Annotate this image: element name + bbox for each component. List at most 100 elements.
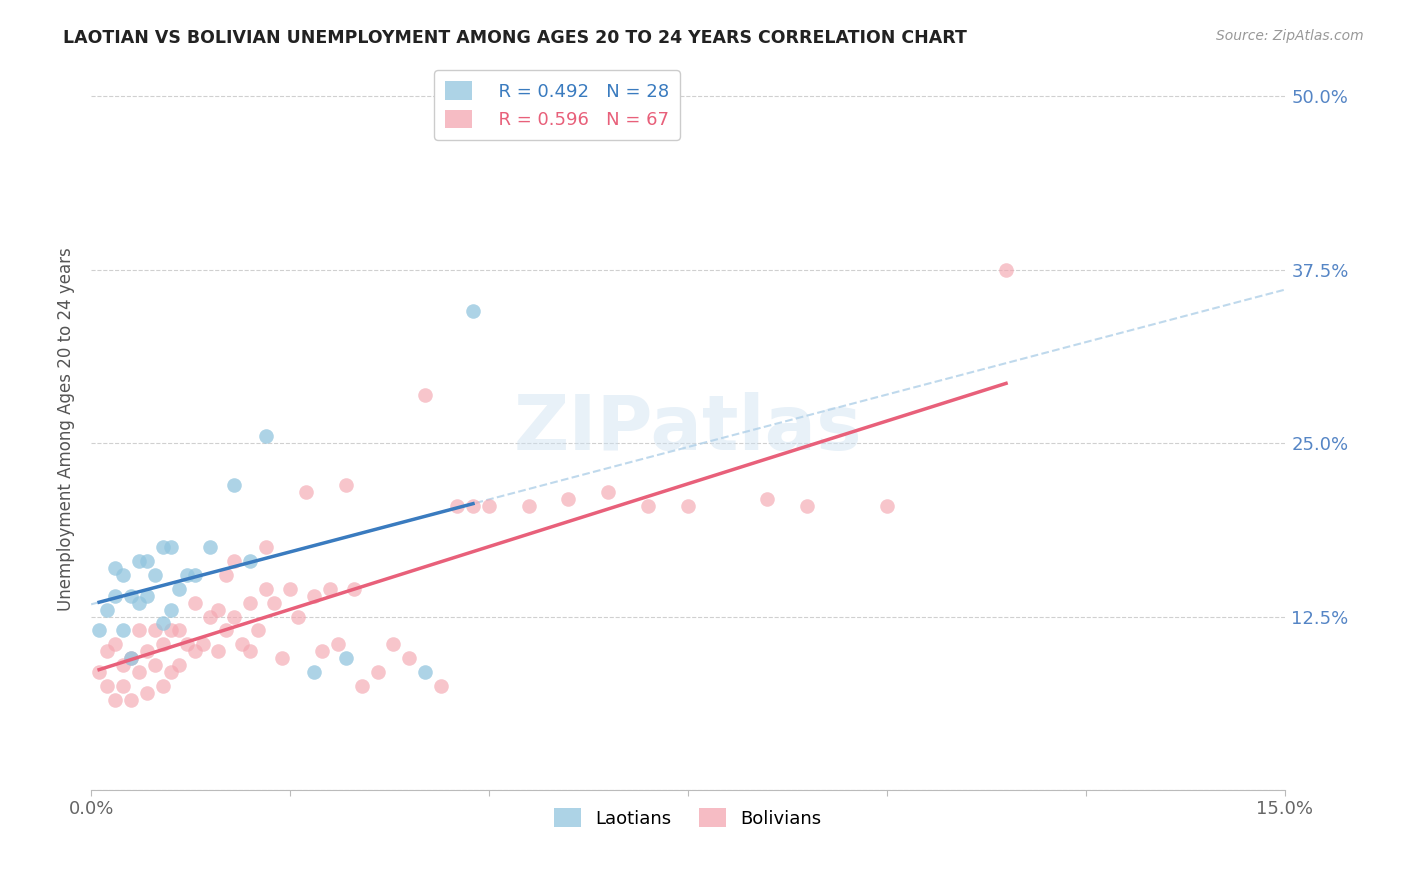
Point (176, 637, 198, 651)
Point (430, 679, 453, 693)
Point (254, 429, 277, 443)
Text: LAOTIAN VS BOLIVIAN UNEMPLOYMENT AMONG AGES 20 TO 24 YEARS CORRELATION CHART: LAOTIAN VS BOLIVIAN UNEMPLOYMENT AMONG A… (63, 29, 967, 46)
Point (637, 499, 659, 513)
Point (278, 582, 301, 596)
Point (224, 554, 246, 568)
Point (135, 686, 157, 700)
Point (200, 609, 222, 624)
Point (224, 609, 246, 624)
Point (311, 644, 333, 658)
Point (87, 665, 110, 679)
Point (796, 499, 818, 513)
Point (326, 637, 349, 651)
Point (143, 624, 166, 638)
Point (176, 567, 198, 582)
Point (120, 651, 142, 665)
Point (143, 658, 166, 673)
Point (200, 540, 222, 554)
Point (398, 651, 420, 665)
Point (239, 596, 262, 610)
Point (152, 637, 174, 651)
Point (263, 596, 285, 610)
Point (159, 624, 181, 638)
Point (135, 554, 157, 568)
Point (111, 658, 134, 673)
Point (128, 624, 150, 638)
Point (350, 679, 373, 693)
Point (254, 582, 277, 596)
Point (152, 679, 174, 693)
Point (183, 644, 205, 658)
Point (335, 651, 357, 665)
Point (135, 644, 157, 658)
Point (295, 484, 318, 499)
Point (120, 692, 142, 706)
Point (343, 582, 366, 596)
Point (254, 540, 277, 554)
Point (995, 262, 1018, 277)
Y-axis label: Unemployment Among Ages 20 to 24 years: Unemployment Among Ages 20 to 24 years (58, 247, 75, 611)
Point (111, 567, 134, 582)
Point (167, 582, 190, 596)
Point (111, 679, 134, 693)
Point (557, 491, 579, 506)
Text: Source: ZipAtlas.com: Source: ZipAtlas.com (1216, 29, 1364, 43)
Point (207, 602, 229, 616)
Point (120, 589, 142, 603)
Point (239, 554, 262, 568)
Point (96, 602, 118, 616)
Point (231, 637, 253, 651)
Point (167, 658, 190, 673)
Point (287, 609, 309, 624)
Point (461, 304, 484, 318)
Legend: Laotians, Bolivians: Laotians, Bolivians (547, 801, 828, 835)
Point (183, 567, 205, 582)
Point (143, 567, 166, 582)
Point (461, 499, 484, 513)
Point (152, 540, 174, 554)
Point (215, 624, 238, 638)
Point (215, 567, 238, 582)
Point (96, 644, 118, 658)
Point (159, 540, 181, 554)
Text: ZIPatlas: ZIPatlas (513, 392, 862, 467)
Point (239, 644, 262, 658)
Point (517, 499, 540, 513)
Point (446, 499, 468, 513)
Point (756, 491, 779, 506)
Point (207, 644, 229, 658)
Point (120, 651, 142, 665)
Point (159, 602, 181, 616)
Point (96, 679, 118, 693)
Point (224, 477, 246, 491)
Point (191, 637, 214, 651)
Point (302, 665, 325, 679)
Point (128, 554, 150, 568)
Point (382, 637, 405, 651)
Point (104, 637, 127, 651)
Point (413, 387, 436, 401)
Point (111, 624, 134, 638)
Point (159, 665, 181, 679)
Point (183, 596, 205, 610)
Point (247, 624, 270, 638)
Point (302, 589, 325, 603)
Point (135, 589, 157, 603)
Point (104, 561, 127, 575)
Point (876, 499, 898, 513)
Point (335, 477, 357, 491)
Point (413, 665, 436, 679)
Point (128, 665, 150, 679)
Point (319, 582, 342, 596)
Point (104, 589, 127, 603)
Point (87, 624, 110, 638)
Point (676, 499, 699, 513)
Point (367, 665, 389, 679)
Point (104, 692, 127, 706)
Point (271, 651, 294, 665)
Point (598, 484, 620, 499)
Point (167, 624, 190, 638)
Point (128, 596, 150, 610)
Point (478, 499, 501, 513)
Point (152, 616, 174, 631)
